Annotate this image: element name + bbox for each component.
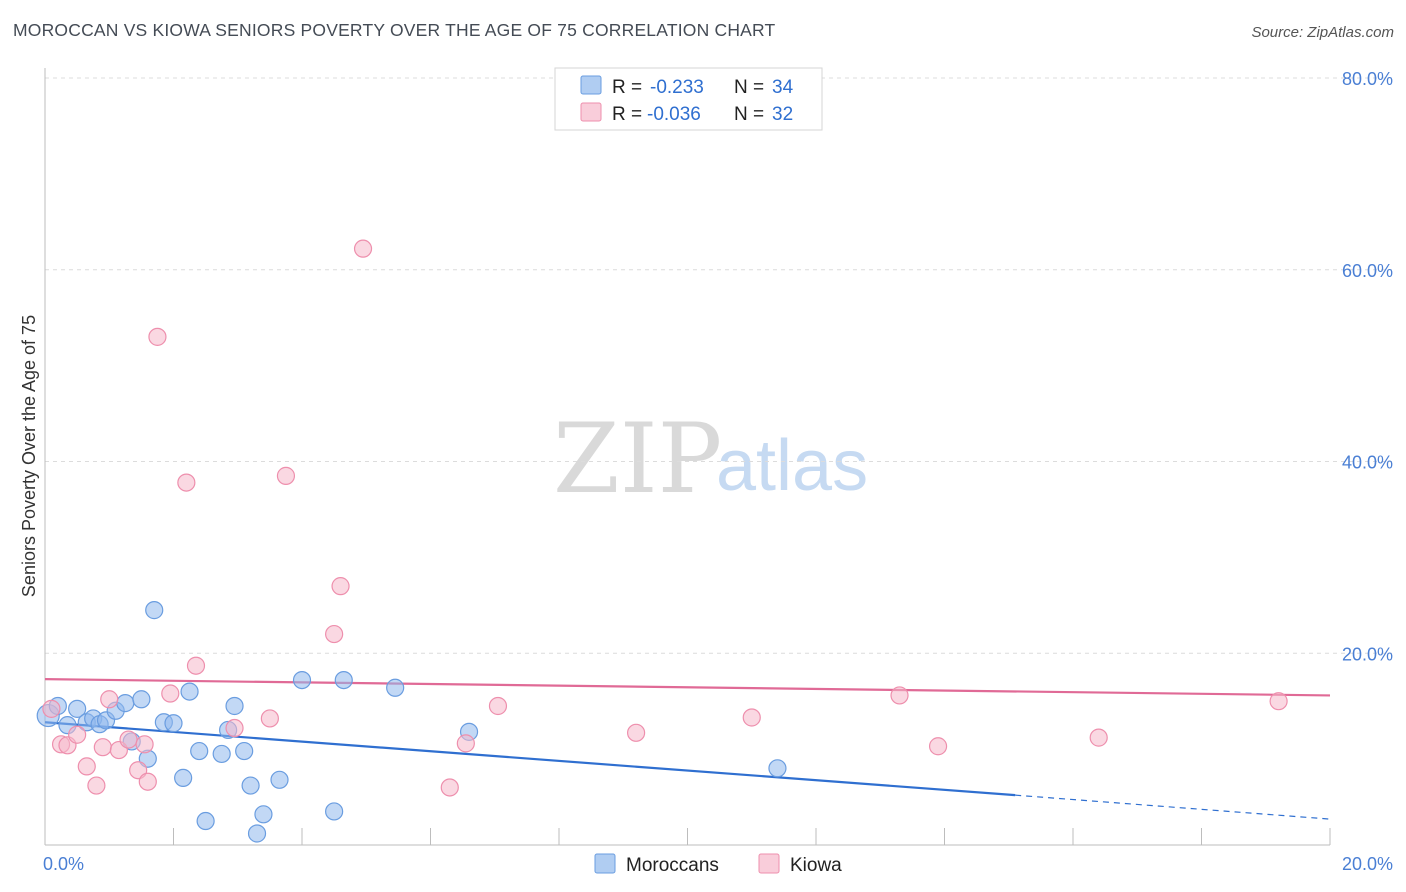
point-moroccans-9 <box>116 694 135 713</box>
y-tick-label-2: 60.0% <box>1342 261 1393 281</box>
point-kiowa-31 <box>1269 692 1288 711</box>
legend-n-value-0: 34 <box>772 77 794 98</box>
chart-source: Source: ZipAtlas.com <box>1251 24 1394 41</box>
point-moroccans-33 <box>768 759 787 778</box>
point-moroccans-18 <box>190 741 209 761</box>
point-moroccans-28 <box>292 670 312 690</box>
point-moroccans-17 <box>180 682 199 701</box>
x-tick-label-0: 0.0% <box>43 854 84 874</box>
point-kiowa-27 <box>742 708 761 727</box>
grid-lines <box>45 77 1392 654</box>
point-moroccans-25 <box>247 824 267 843</box>
point-moroccans-16 <box>174 768 193 787</box>
y-axis-label: Seniors Poverty Over the Age of 75 <box>19 315 39 597</box>
bottom-legend: Moroccans Kiowa <box>594 853 842 876</box>
legend-swatch-moroccans <box>580 75 602 95</box>
point-kiowa-25 <box>488 696 508 716</box>
trend-line-extension-moroccans <box>1015 794 1331 820</box>
point-kiowa-23 <box>440 778 459 797</box>
point-kiowa-29 <box>928 737 948 756</box>
point-kiowa-20 <box>325 624 344 644</box>
point-kiowa-22 <box>353 239 373 258</box>
x-tick-labels: 0.0% 20.0% <box>43 854 1393 874</box>
point-kiowa-13 <box>148 327 167 346</box>
trend-line-kiowa <box>44 678 1331 697</box>
point-kiowa-18 <box>260 709 279 728</box>
point-kiowa-3 <box>68 725 87 744</box>
point-kiowa-9 <box>119 730 138 749</box>
point-moroccans-3 <box>68 699 87 718</box>
point-kiowa-14 <box>161 684 180 703</box>
point-kiowa-11 <box>135 735 154 754</box>
y-tick-labels: 20.0% 40.0% 60.0% 80.0% <box>1342 69 1393 664</box>
bottom-legend-moroccans: Moroccans <box>626 855 719 876</box>
legend-swatch-kiowa <box>580 102 602 122</box>
point-moroccans-23 <box>235 741 254 761</box>
point-kiowa-17 <box>225 718 244 738</box>
point-kiowa-4 <box>77 757 96 776</box>
y-tick-label-1: 40.0% <box>1342 453 1393 473</box>
point-moroccans-29 <box>325 802 344 821</box>
legend-r-value-1: -0.036 <box>647 104 701 125</box>
chart-title: MOROCCAN VS KIOWA SENIORS POVERTY OVER T… <box>13 20 776 40</box>
point-kiowa-7 <box>100 690 119 709</box>
point-kiowa-6 <box>93 738 112 757</box>
point-kiowa-15 <box>177 473 196 492</box>
legend-r-value-0: -0.233 <box>650 77 704 98</box>
point-kiowa-19 <box>276 466 296 485</box>
point-moroccans-24 <box>241 776 260 795</box>
point-moroccans-30 <box>334 670 353 690</box>
legend-r-label-1: R = <box>612 104 642 125</box>
y-tick-label-0: 20.0% <box>1342 644 1393 664</box>
legend-n-value-1: 32 <box>772 104 793 125</box>
point-moroccans-22 <box>225 696 244 716</box>
point-moroccans-20 <box>212 744 231 764</box>
scatter-points <box>36 239 1288 843</box>
top-legend: R = -0.233 N = 34 R = -0.036 N = 32 <box>554 67 823 131</box>
point-kiowa-24 <box>456 734 475 753</box>
point-kiowa-0 <box>42 699 61 718</box>
point-kiowa-21 <box>331 577 350 596</box>
watermark-zip: ZIP <box>553 403 722 515</box>
trend-line-moroccans <box>44 721 1016 797</box>
legend-n-label-0: N = <box>734 77 764 98</box>
point-kiowa-28 <box>890 686 909 705</box>
point-kiowa-30 <box>1089 728 1108 747</box>
watermark-atlas: atlas <box>716 426 868 506</box>
trend-lines <box>44 678 1331 820</box>
point-kiowa-5 <box>87 776 106 795</box>
point-moroccans-11 <box>132 690 151 709</box>
point-kiowa-16 <box>186 656 206 675</box>
point-kiowa-26 <box>626 723 646 742</box>
point-moroccans-15 <box>164 714 183 733</box>
point-moroccans-13 <box>145 601 164 620</box>
point-moroccans-19 <box>196 811 215 831</box>
point-moroccans-26 <box>254 805 273 824</box>
bottom-legend-swatch-kiowa <box>758 853 780 874</box>
legend-r-label-0: R = <box>612 77 642 98</box>
point-moroccans-27 <box>270 770 289 789</box>
point-kiowa-12 <box>138 772 157 791</box>
bottom-legend-swatch-moroccans <box>594 853 616 874</box>
legend-n-label-1: N = <box>734 104 764 125</box>
bottom-legend-kiowa: Kiowa <box>790 855 842 876</box>
point-moroccans-31 <box>386 678 405 697</box>
y-tick-label-3: 80.0% <box>1342 69 1393 89</box>
x-tick-label-1: 20.0% <box>1342 854 1393 874</box>
